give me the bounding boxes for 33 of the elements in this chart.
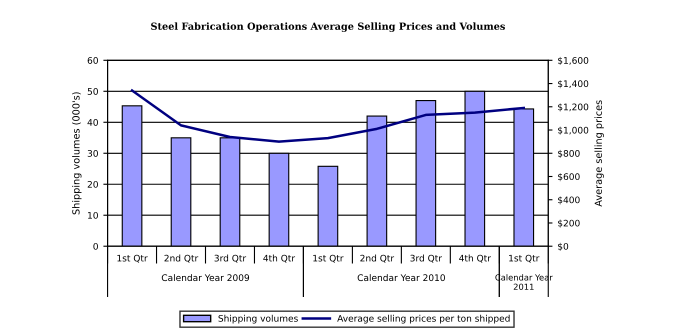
- y2-tick-label: $0: [558, 242, 568, 251]
- line-series: [130, 89, 526, 143]
- y-tick-label: 50: [88, 88, 98, 95]
- text: Calendar Year 2010: [358, 274, 445, 282]
- x-tick-label: 2nd Qtr: [164, 254, 198, 263]
- y-tick-label: 30: [88, 150, 98, 157]
- y2-tick-label: $1,600: [558, 56, 588, 66]
- y2-tick-label: $200: [558, 220, 580, 228]
- y2-tick-label: $600: [558, 173, 580, 182]
- y2-tick-label: $1,200: [558, 103, 588, 112]
- y2-tick-label: $400: [558, 196, 580, 204]
- x-tick-label: 1st Qtr: [509, 254, 540, 263]
- y2-tick-label: $800: [558, 150, 580, 158]
- y-tick-label: 60: [88, 57, 98, 64]
- y2-tick-label: $1,400: [558, 80, 588, 88]
- y2-axis-title: Average selling prices: [594, 100, 604, 207]
- x-tick-label: 3rd Qtr: [410, 254, 442, 263]
- x-tick-label: 4th Qtr: [263, 254, 296, 263]
- x-tick-label: 1st Qtr: [117, 254, 148, 263]
- text: Calendar Year 2009: [162, 274, 250, 282]
- y-tick-label: 0: [93, 242, 98, 250]
- legend-label: Average selling prices per ton shipped: [337, 314, 510, 324]
- legend-label: Shipping volumes: [218, 314, 298, 324]
- chart-title: Steel Fabrication Operations Average Selling Prices and Volumes: [151, 22, 505, 32]
- x-tick-label: 4th Qtr: [459, 254, 491, 263]
- y-tick-label: 20: [88, 180, 98, 188]
- x-tick-label: 2nd Qtr: [360, 254, 394, 263]
- x-tick-label: 3rd Qtr: [214, 254, 246, 263]
- y-axis-title: Shipping volumes (000's): [72, 92, 82, 214]
- y2-tick-label: $1,000: [558, 126, 588, 135]
- y-tick-label: 10: [88, 212, 98, 219]
- x-tick-label: 1st Qtr: [313, 254, 344, 263]
- y-tick-label: 40: [87, 119, 98, 126]
